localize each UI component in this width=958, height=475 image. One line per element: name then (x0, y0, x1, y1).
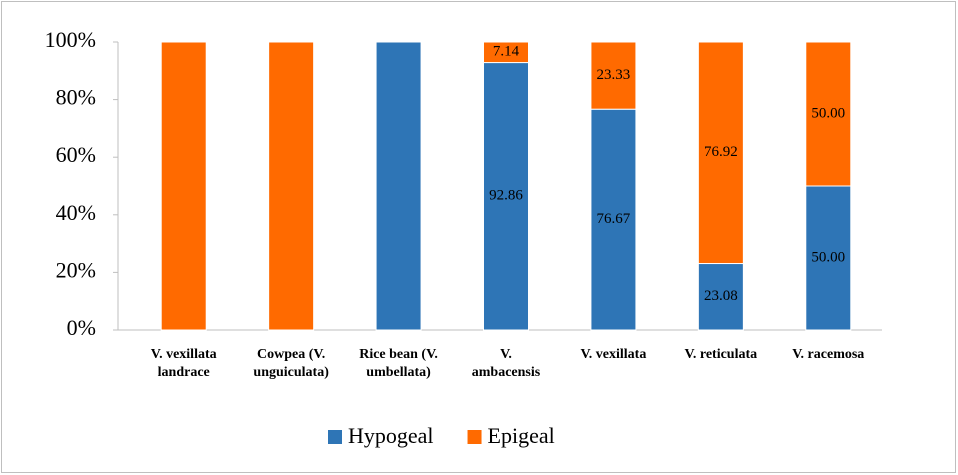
bar-segment (697, 263, 744, 331)
x-tick-label: V. ambacensis (471, 347, 541, 380)
y-tick-label: 0% (67, 315, 96, 340)
bar-segment (483, 62, 529, 331)
x-tick-label: V. racemosa (792, 347, 865, 362)
y-tick-label: 60% (56, 142, 96, 167)
data-label: 23.08 (704, 288, 738, 304)
bar-segment (697, 41, 744, 265)
x-tick-label: Rice bean (V. umbellata) (359, 347, 438, 380)
y-tick-label: 80% (56, 85, 96, 110)
y-tick-label: 40% (56, 200, 96, 225)
legend-swatch (467, 430, 482, 444)
bar-segment (590, 108, 637, 331)
x-tick-label: V. vexillata (580, 347, 647, 362)
x-tick-label: V. vexillata landrace (150, 347, 217, 380)
data-label: 50.00 (811, 249, 845, 265)
bar-segment (590, 41, 637, 110)
data-label: 50.00 (811, 105, 845, 121)
data-label: 92.86 (489, 188, 523, 204)
bar-segment (375, 41, 422, 331)
legend-label: Hypogeal (348, 423, 434, 448)
data-label: 23.33 (597, 67, 631, 83)
x-tick-label: Cowpea (V. unguiculata) (253, 347, 329, 380)
bar-segment (805, 41, 852, 187)
x-tick-label: V. reticulata (684, 347, 758, 362)
y-tick-label: 20% (56, 257, 96, 282)
data-label: 76.67 (597, 211, 631, 227)
bar-segment (160, 41, 207, 331)
bar-segment (268, 41, 315, 331)
legend-swatch (328, 430, 342, 444)
bar-segment (483, 41, 529, 64)
data-label: 7.14 (493, 44, 520, 60)
y-tick-label: 100% (45, 27, 96, 52)
data-label: 76.92 (704, 144, 738, 160)
legend-label: Epigeal (488, 423, 555, 448)
